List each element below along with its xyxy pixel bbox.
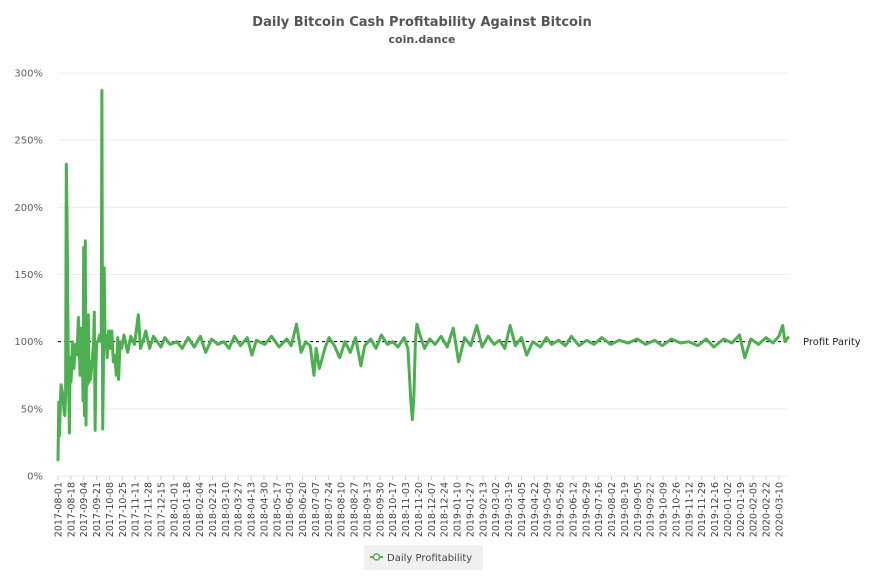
x-tick-label: 2017-12-15 — [156, 482, 167, 537]
x-tick-label: 2017-09-21 — [92, 482, 103, 537]
x-tick-label: 2018-11-03 — [401, 482, 412, 537]
x-tick-label: 2018-03-10 — [221, 482, 232, 537]
chart-subtitle: coin.dance — [389, 33, 456, 46]
x-tick-label: 2019-09-22 — [646, 482, 657, 537]
x-tick-label: 2018-07-07 — [311, 482, 322, 537]
x-tick-label: 2019-01-10 — [453, 482, 464, 537]
x-tick-label: 2018-02-04 — [195, 482, 206, 537]
x-tick-label: 2019-11-29 — [697, 482, 708, 537]
x-tick-label: 2019-05-26 — [556, 482, 567, 537]
x-tick-label: 2018-01-18 — [182, 482, 193, 537]
x-tick-label: 2019-10-26 — [671, 482, 682, 537]
x-tick-label: 2019-06-29 — [581, 482, 592, 537]
x-tick-label: 2020-01-19 — [736, 482, 747, 537]
x-tick-label: 2018-06-20 — [298, 482, 309, 537]
x-tick-label: 2019-05-09 — [543, 482, 554, 537]
y-tick-label: 0% — [27, 472, 43, 483]
x-tick-label: 2018-07-24 — [324, 482, 335, 537]
x-tick-label: 2019-03-02 — [491, 482, 502, 537]
x-tick-label: 2020-01-02 — [723, 482, 734, 537]
x-tick-label: 2017-08-18 — [66, 482, 77, 537]
x-tick-label: 2018-08-27 — [350, 482, 361, 537]
x-tick-label: 2018-03-27 — [234, 482, 245, 537]
x-tick-label: 2018-12-07 — [427, 482, 438, 537]
y-tick-label: 300% — [14, 69, 43, 80]
x-tick-label: 2018-09-30 — [375, 482, 386, 537]
y-tick-label: 150% — [14, 270, 43, 281]
x-tick-label: 2018-11-20 — [414, 482, 425, 537]
x-tick-label: 2018-04-13 — [247, 482, 258, 537]
legend-marker-icon — [372, 553, 381, 561]
x-tick-label: 2019-01-27 — [465, 482, 476, 537]
profit-parity-label: Profit Parity — [803, 337, 861, 348]
x-tick-label: 2018-02-21 — [208, 482, 219, 537]
x-tick-label: 2017-10-25 — [118, 482, 129, 537]
x-tick-label: 2018-05-17 — [272, 482, 283, 537]
x-tick-label: 2019-04-22 — [530, 482, 541, 537]
x-tick-label: 2020-02-05 — [749, 482, 760, 537]
x-tick-label: 2018-06-03 — [285, 482, 296, 537]
y-tick-label: 50% — [21, 404, 43, 415]
x-tick-label: 2017-10-08 — [105, 482, 116, 537]
x-tick-label: 2019-08-02 — [607, 482, 618, 537]
x-tick-label: 2019-12-16 — [710, 482, 721, 537]
x-tick-label: 2019-04-05 — [517, 482, 528, 537]
x-tick-label: 2019-07-16 — [594, 482, 605, 537]
x-tick-label: 2017-11-28 — [144, 482, 155, 537]
x-tick-label: 2019-09-05 — [633, 482, 644, 537]
chart-title: Daily Bitcoin Cash Profitability Against… — [252, 15, 591, 30]
x-tick-label: 2017-11-11 — [131, 482, 142, 537]
x-axis-ticks: 2017-08-01 2017-08-18 2017-09-04 2017-09-21… — [54, 476, 785, 537]
x-tick-label: 2019-06-12 — [568, 482, 579, 537]
x-tick-label: 2017-08-01 — [54, 482, 65, 537]
legend[interactable]: Daily Profitability — [364, 545, 483, 570]
y-axis-ticks: 0% 50% 100% 150% 200% 250% 300% — [14, 69, 43, 483]
y-tick-label: 250% — [14, 136, 43, 147]
x-tick-label: 2019-10-09 — [659, 482, 670, 537]
series-line-daily-profitability — [56, 89, 790, 462]
y-tick-label: 200% — [14, 203, 43, 214]
x-tick-label: 2018-09-13 — [362, 482, 373, 537]
x-tick-label: 2018-04-30 — [259, 482, 270, 537]
x-tick-label: 2020-02-22 — [762, 482, 773, 537]
x-tick-label: 2019-08-19 — [620, 482, 631, 537]
legend-item-daily-profitability[interactable]: Daily Profitability — [387, 553, 472, 564]
y-tick-label: 100% — [14, 337, 43, 348]
x-tick-label: 2019-03-19 — [504, 482, 515, 537]
gridlines — [58, 72, 788, 477]
x-tick-label: 2019-11-12 — [684, 482, 695, 537]
legend-box — [364, 545, 483, 570]
x-tick-label: 2019-02-13 — [478, 482, 489, 537]
x-tick-label: 2018-12-24 — [440, 482, 451, 537]
x-tick-label: 2018-10-17 — [388, 482, 399, 537]
x-tick-label: 2018-08-10 — [337, 482, 348, 537]
x-tick-label: 2018-01-01 — [169, 482, 180, 537]
x-tick-label: 2020-03-10 — [774, 482, 785, 537]
x-tick-label: 2017-09-04 — [79, 482, 90, 537]
